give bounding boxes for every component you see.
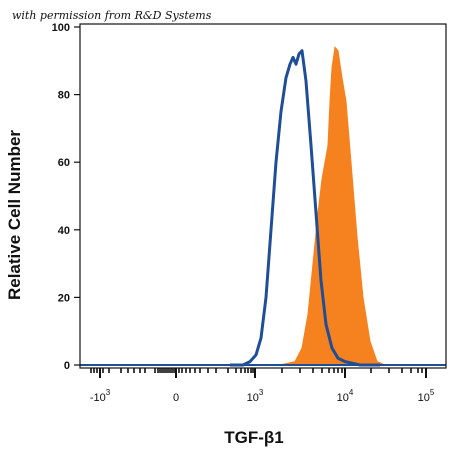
series-fill-0 <box>240 46 400 366</box>
y-axis-label: Relative Cell Number <box>5 130 24 300</box>
x-tick-label-2: 103 <box>247 388 264 404</box>
plot-area <box>80 46 446 367</box>
y-tick-label-60: 60 <box>58 157 70 169</box>
x-tick-label-1: 0 <box>173 392 179 404</box>
series-line-1 <box>230 49 380 367</box>
x-axis: -103 0 103 104 105 <box>90 368 435 404</box>
x-tick-label-4: 105 <box>418 388 435 404</box>
y-tick-label-20: 20 <box>58 292 70 304</box>
y-tick-label-40: 40 <box>58 225 70 237</box>
x-tick-label-0: -103 <box>90 388 111 404</box>
y-tick-label-0: 0 <box>64 360 70 372</box>
watermark: with permission from R&D Systems <box>12 9 212 22</box>
y-tick-label-80: 80 <box>58 90 70 102</box>
plot-frame <box>79 23 447 369</box>
x-axis-label: TGF-β1 <box>224 428 283 447</box>
x-tick-label-3: 104 <box>337 388 354 404</box>
y-tick-label-100: 100 <box>52 22 70 34</box>
y-axis: 0 20 40 60 80 100 <box>52 22 80 372</box>
